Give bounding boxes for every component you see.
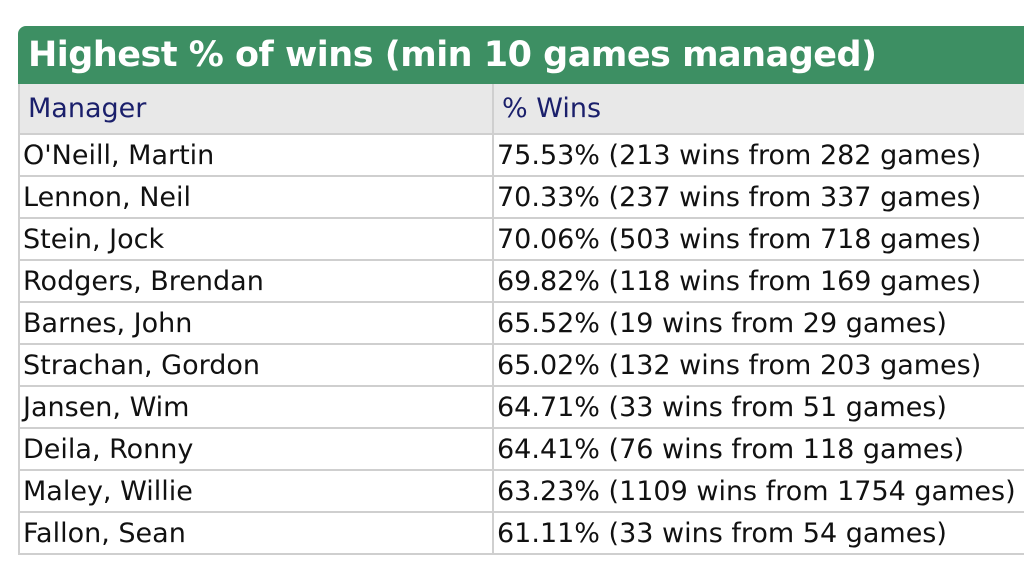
table-row: Jansen, Wim 64.71% (33 wins from 51 game…	[18, 386, 1024, 429]
cell-wins: 75.53% (213 wins from 282 games)	[492, 134, 1024, 177]
cell-manager: Stein, Jock	[18, 218, 493, 261]
cell-wins: 63.23% (1109 wins from 1754 games)	[492, 470, 1024, 513]
table-row: Maley, Willie 63.23% (1109 wins from 175…	[18, 470, 1024, 513]
cell-manager: Jansen, Wim	[18, 386, 493, 429]
cell-wins: 70.33% (237 wins from 337 games)	[492, 176, 1024, 219]
cell-manager: Deila, Ronny	[18, 428, 493, 471]
column-header-manager: Manager	[18, 84, 493, 135]
table-header-row: Manager % Wins	[18, 84, 1024, 135]
table-row: Strachan, Gordon 65.02% (132 wins from 2…	[18, 344, 1024, 387]
table-row: O'Neill, Martin 75.53% (213 wins from 28…	[18, 134, 1024, 177]
cell-manager: Rodgers, Brendan	[18, 260, 493, 303]
cell-manager: Maley, Willie	[18, 470, 493, 513]
table-row: Lennon, Neil 70.33% (237 wins from 337 g…	[18, 176, 1024, 219]
cell-manager: Barnes, John	[18, 302, 493, 345]
column-header-wins: % Wins	[492, 84, 1024, 135]
table-row: Barnes, John 65.52% (19 wins from 29 gam…	[18, 302, 1024, 345]
cell-manager: O'Neill, Martin	[18, 134, 493, 177]
cell-wins: 64.71% (33 wins from 51 games)	[492, 386, 1024, 429]
cell-manager: Strachan, Gordon	[18, 344, 493, 387]
table-title-bar: Highest % of wins (min 10 games managed)	[18, 26, 1024, 84]
stats-table-card: Highest % of wins (min 10 games managed)…	[18, 26, 1024, 555]
cell-wins: 70.06% (503 wins from 718 games)	[492, 218, 1024, 261]
cell-wins: 65.02% (132 wins from 203 games)	[492, 344, 1024, 387]
table-row: Rodgers, Brendan 69.82% (118 wins from 1…	[18, 260, 1024, 303]
cell-wins: 61.11% (33 wins from 54 games)	[492, 512, 1024, 555]
cell-manager: Lennon, Neil	[18, 176, 493, 219]
cell-wins: 69.82% (118 wins from 169 games)	[492, 260, 1024, 303]
cell-wins: 64.41% (76 wins from 118 games)	[492, 428, 1024, 471]
cell-manager: Fallon, Sean	[18, 512, 493, 555]
cell-wins: 65.52% (19 wins from 29 games)	[492, 302, 1024, 345]
stats-table: Manager % Wins O'Neill, Martin 75.53% (2…	[18, 84, 1024, 555]
table-title: Highest % of wins (min 10 games managed)	[28, 35, 877, 75]
table-row: Deila, Ronny 64.41% (76 wins from 118 ga…	[18, 428, 1024, 471]
table-row: Fallon, Sean 61.11% (33 wins from 54 gam…	[18, 512, 1024, 555]
table-row: Stein, Jock 70.06% (503 wins from 718 ga…	[18, 218, 1024, 261]
